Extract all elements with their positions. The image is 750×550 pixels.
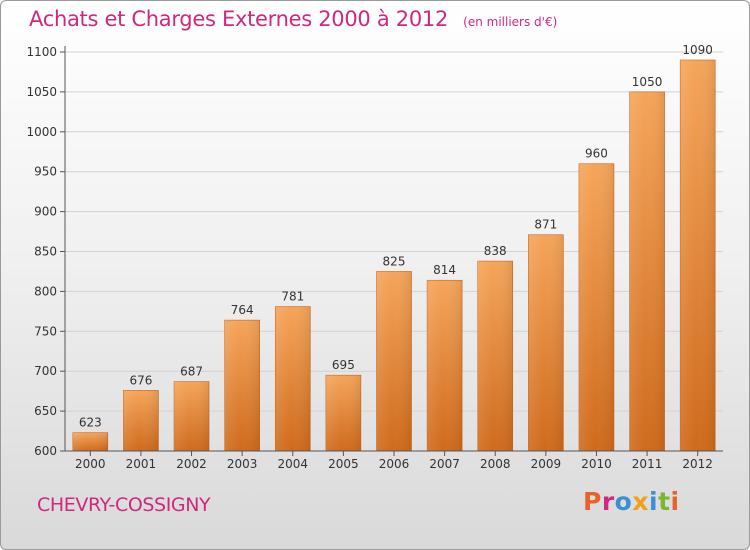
bar-shading	[578, 163, 614, 451]
logo-letter: t	[658, 487, 671, 516]
x-tick-label: 2011	[632, 457, 663, 471]
bar-shading	[325, 375, 361, 451]
logo-letter: i	[649, 487, 659, 516]
x-tick-label: 2007	[429, 457, 460, 471]
x-tick-label: 2003	[227, 457, 258, 471]
x-tick-label: 2010	[581, 457, 612, 471]
data-label: 676	[129, 373, 152, 387]
y-tick-label: 800	[34, 284, 57, 298]
x-tick-label: 2006	[379, 457, 410, 471]
data-label: 825	[383, 254, 406, 268]
logo-letter: P	[583, 487, 602, 516]
bar-shading	[174, 381, 210, 451]
y-tick-label: 600	[34, 444, 57, 458]
axes: 600 650 700 750 800 850 900 950 1000 1050 1100 2000…	[26, 45, 723, 471]
chart-title: Achats et Charges Externes 2000 à 2012 (…	[29, 7, 557, 31]
x-tick-label: 2005	[328, 457, 359, 471]
logo-letter: x	[632, 487, 649, 516]
data-label: 871	[534, 218, 557, 232]
x-tick-label: 2001	[126, 457, 157, 471]
chart-title-text: Achats et Charges Externes 2000 à 2012	[29, 7, 449, 31]
data-label: 960	[585, 147, 608, 161]
y-tick-label: 900	[34, 205, 57, 219]
y-tick-label: 650	[34, 404, 57, 418]
x-tick-label: 2002	[176, 457, 207, 471]
x-tick-label: 2012	[682, 457, 713, 471]
bar-shading	[224, 320, 260, 451]
bar-shading	[477, 261, 513, 451]
data-label: 814	[433, 263, 456, 277]
y-tick-label: 1050	[26, 85, 57, 99]
x-tick-label: 2000	[75, 457, 106, 471]
y-tick-label: 750	[34, 324, 57, 338]
bar-shading	[629, 91, 665, 452]
x-tick-label: 2004	[277, 457, 308, 471]
y-tick-label: 1000	[26, 125, 57, 139]
bar-shading	[376, 271, 412, 451]
bars: 623 676 687 764 781 695 825 814 838 871 960 1050 109…	[72, 43, 716, 452]
logo-letter: r	[601, 487, 615, 516]
data-label: 838	[484, 244, 507, 258]
data-label: 781	[281, 290, 304, 304]
data-label: 695	[332, 358, 355, 372]
commune-name: CHEVRY-COSSIGNY	[37, 494, 211, 516]
data-label: 623	[79, 416, 102, 430]
data-label: 1050	[632, 75, 663, 89]
y-tick-label: 700	[34, 364, 57, 378]
bar-shading	[275, 306, 311, 451]
data-label: 687	[180, 365, 203, 379]
x-tick-label: 2008	[480, 457, 511, 471]
bar-shading	[528, 234, 564, 451]
data-label: 764	[231, 303, 254, 317]
data-label: 1090	[682, 43, 713, 57]
y-tick-label: 1100	[26, 45, 57, 59]
logo-letter: i	[670, 487, 680, 516]
proxiti-logo: Proxiti	[583, 487, 680, 516]
bar-shading	[123, 390, 159, 451]
bar-shading	[427, 280, 463, 451]
x-tick-label: 2009	[531, 457, 562, 471]
logo-letter: o	[614, 487, 633, 516]
y-tick-label: 950	[34, 165, 57, 179]
bar-shading	[72, 432, 108, 451]
chart-unit-note: (en milliers d'€)	[463, 15, 558, 29]
bar-shading	[680, 59, 716, 451]
y-tick-label: 850	[34, 245, 57, 259]
